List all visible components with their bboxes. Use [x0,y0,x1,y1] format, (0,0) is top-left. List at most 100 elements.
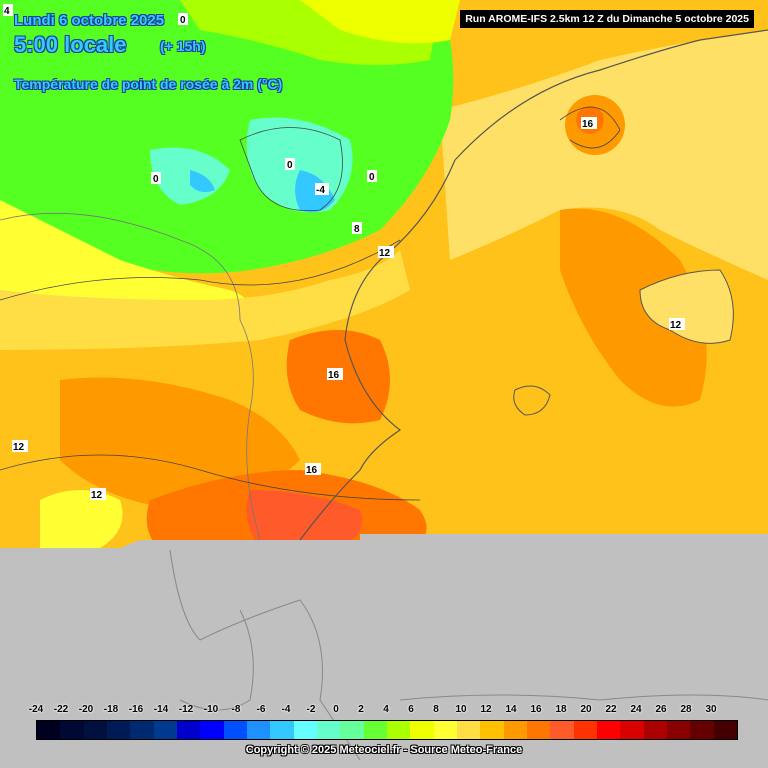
legend-tick: -24 [28,704,44,715]
zone-green [0,0,454,274]
legend-swatch [340,721,364,739]
legend-tick: -14 [153,704,169,715]
legend-swatch [503,721,527,739]
legend-swatch [270,721,294,739]
legend-scale [36,720,738,740]
isoline-label: 8 [354,224,360,235]
contour-line [559,106,621,149]
legend-swatch [526,721,551,739]
legend-tick: -12 [178,704,194,715]
legend-tick: -16 [128,704,144,715]
legend-swatch [480,721,504,739]
legend-swatch [550,721,574,739]
zone-lightyellow-west [0,250,410,350]
island-outline-b [513,385,551,416]
isoline-labels: 4 0 0 0 -4 0 8 12 16 16 16 12 12 12 [3,4,685,501]
legend-swatch [60,721,84,739]
legend-tick: -22 [53,704,69,715]
legend-tick: -2 [306,704,316,715]
legend-tick: 2 [358,704,364,715]
legend-tick: -10 [203,704,219,715]
legend-tick: 16 [530,704,542,715]
coast-grey [399,694,768,701]
legend-tick: 10 [455,704,467,715]
zone-orange-b [560,208,707,407]
legend-swatch [176,721,201,739]
legend-tick: 20 [580,704,592,715]
legend-tick: -8 [231,704,241,715]
legend-tick: -20 [78,704,94,715]
legend-swatch [410,721,434,739]
legend-tick: 8 [433,704,439,715]
isoline-label: 4 [4,6,10,17]
isoline-label: 0 [180,15,186,26]
legend-swatch [596,721,621,739]
isoline-label: -4 [316,185,325,196]
isoline-label: 0 [153,174,159,185]
forecast-time: 5:00 locale [14,32,127,57]
legend-swatch [83,721,107,739]
border-grey [169,549,361,761]
copyright: Copyright © 2025 Meteociel.fr - Source M… [245,744,523,756]
contour-line [0,239,401,301]
legend-tick: 28 [680,704,692,715]
isoline-label: 12 [379,248,391,259]
legend-tick: 4 [383,704,389,715]
legend-swatch [246,721,271,739]
legend-swatch [573,721,597,739]
run-banner: Run AROME-IFS 2.5km 12 Z du Dimanche 5 o… [460,10,754,28]
legend-tick: 0 [333,704,339,715]
island-outline [639,269,734,344]
legend-swatch [386,721,411,739]
legend-swatch [433,721,457,739]
border-grey-b [179,609,254,711]
legend-swatch [690,721,714,739]
legend-swatch [363,721,387,739]
isoline-label: 16 [582,119,594,130]
legend-swatch [620,721,644,739]
isoline-label: 16 [306,465,318,476]
legend-swatch [130,721,154,739]
sea-zone-light [440,30,768,280]
legend-tick: -18 [103,704,119,715]
color-legend: -24 -22 -20 -18 -16 -14 -12 -10 -8 -6 -4 -2 0 2 4 6 8 10 1… [29,704,738,742]
zone-blue-b [190,170,215,193]
legend-tick: 26 [655,704,667,715]
forecast-offset: (+ 15h) [160,38,206,54]
legend-swatch [223,721,247,739]
zone-red-c [246,490,362,548]
legend-tick: 6 [408,704,414,715]
legend-tick: 24 [630,704,642,715]
legend-tick: -6 [256,704,266,715]
legend-tick: 18 [555,704,567,715]
contour-line [239,127,343,211]
legend-tick: 14 [505,704,517,715]
isoline-label: 0 [369,172,375,183]
zone-yellow-north [300,0,460,44]
isoline-label: 16 [328,370,340,381]
zone-yellow-sw [40,490,123,548]
legend-swatch [293,721,317,739]
forecast-date: Lundi 6 octobre 2025 [14,12,165,29]
legend-swatch [200,721,224,739]
legend-swatch [37,721,61,739]
legend-swatch [643,721,667,739]
legend-tick: 30 [705,704,717,715]
coastline-south [299,159,456,541]
out-of-domain [0,534,768,768]
isoline-label: 12 [91,490,103,501]
legend-swatch [153,721,177,739]
legend-tick: 12 [480,704,492,715]
isoline-label: 0 [287,160,293,171]
legend-swatch [666,721,691,739]
legend-tick: -4 [281,704,291,715]
legend-swatch [106,721,131,739]
legend-tick: 22 [605,704,617,715]
variable-title: Température de point de rosée à 2m (°C) [14,76,283,92]
isoline-label: 12 [13,442,25,453]
isoline-label: 12 [670,320,682,331]
contour-line [0,454,421,501]
legend-swatch [456,721,481,739]
